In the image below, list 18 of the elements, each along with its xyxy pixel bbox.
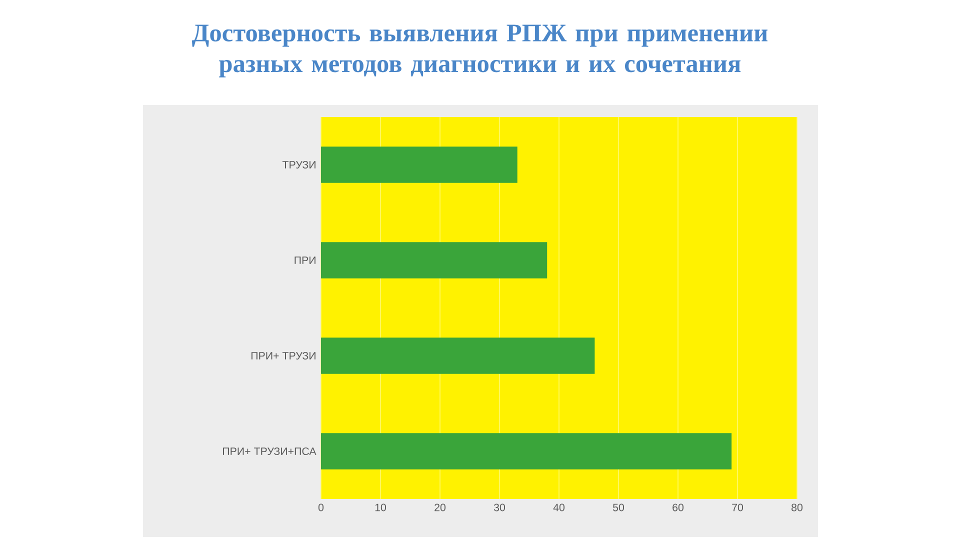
x-tick-label: 80 <box>792 504 803 512</box>
chart-title: Достоверность выявления РПЖ при применении разных методов диагностики и их сочетания <box>192 24 768 78</box>
x-tick-label: 30 <box>494 504 506 512</box>
bar <box>321 242 548 278</box>
y-tick-label: ПРИ+ ТРУЗИ <box>251 352 316 360</box>
y-tick-label: ТРУЗИ <box>282 160 316 169</box>
x-tick-label: 40 <box>553 504 565 512</box>
x-tick-label: 10 <box>375 504 386 512</box>
y-tick-label: ПРИ <box>294 256 316 264</box>
x-tick-label: 60 <box>672 504 684 512</box>
bar <box>321 146 518 183</box>
x-tick-label: 70 <box>732 504 744 512</box>
y-tick-label: ПРИ+ ТРУЗИ+ПСА <box>223 447 316 456</box>
x-tick-label: 20 <box>434 504 446 512</box>
bar <box>321 433 732 470</box>
bar <box>321 338 595 374</box>
x-tick-label: 0 <box>318 504 324 512</box>
x-tick-label: 50 <box>612 504 624 512</box>
